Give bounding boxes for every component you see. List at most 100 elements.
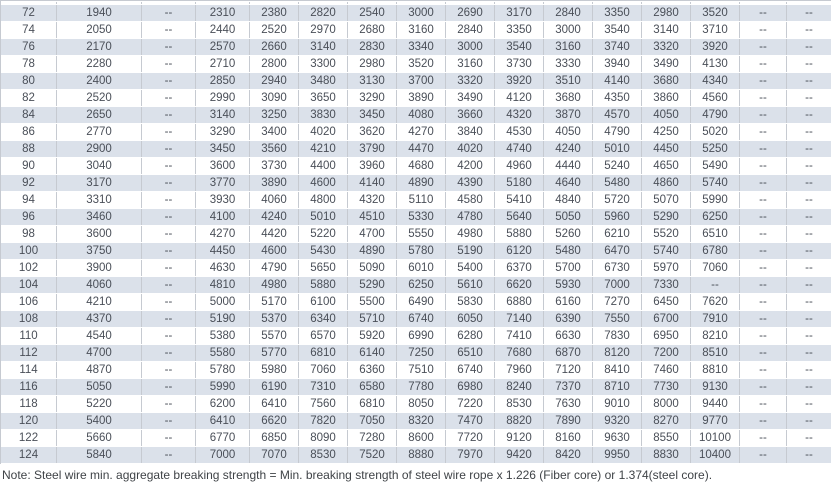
table-cell: 9320 bbox=[593, 413, 642, 429]
table-row: 110 4540 -- 5380 5570 6570 5920 6990 6280 7410 663… bbox=[1, 328, 831, 344]
table-cell: -- bbox=[787, 277, 831, 293]
table-cell: 3490 bbox=[642, 56, 691, 72]
table-cell: 86 bbox=[1, 124, 57, 140]
table-cell: -- bbox=[740, 192, 787, 208]
table-cell: 4640 bbox=[544, 175, 593, 191]
table-cell: 4630 bbox=[196, 260, 250, 276]
table-row: 82 2520 -- 2990 3090 3650 3290 3890 3490 4120 3680… bbox=[1, 90, 831, 106]
table-cell: 6850 bbox=[250, 430, 299, 446]
table-cell: 4250 bbox=[642, 124, 691, 140]
table-cell: 3920 bbox=[691, 39, 740, 55]
table-cell: 3650 bbox=[299, 90, 348, 106]
table-cell: 102 bbox=[1, 260, 57, 276]
table-cell: 6870 bbox=[544, 345, 593, 361]
table-cell: 7140 bbox=[495, 311, 544, 327]
table-cell: -- bbox=[787, 192, 831, 208]
clipped-row-top bbox=[1, 2, 831, 4]
clipped-cell bbox=[740, 2, 787, 4]
table-cell: 3660 bbox=[446, 107, 495, 123]
table-cell: 90 bbox=[1, 158, 57, 174]
table-cell: -- bbox=[740, 362, 787, 378]
table-cell: 10400 bbox=[691, 447, 740, 463]
table-cell: 5500 bbox=[348, 294, 397, 310]
table-cell: 3740 bbox=[593, 39, 642, 55]
table-cell: 6780 bbox=[691, 243, 740, 259]
clipped-cell bbox=[787, 2, 831, 4]
table-cell: 74 bbox=[1, 22, 57, 38]
table-cell: 7830 bbox=[593, 328, 642, 344]
table-cell: 4570 bbox=[593, 107, 642, 123]
table-cell: 4840 bbox=[544, 192, 593, 208]
table-cell: 3770 bbox=[196, 175, 250, 191]
table-cell: 8530 bbox=[299, 447, 348, 463]
table-cell: 3140 bbox=[642, 22, 691, 38]
table-cell: 7630 bbox=[544, 396, 593, 412]
table-cell: 4320 bbox=[348, 192, 397, 208]
table-cell: 8710 bbox=[593, 379, 642, 395]
table-cell: -- bbox=[740, 56, 787, 72]
table-cell: 94 bbox=[1, 192, 57, 208]
table-cell: 6370 bbox=[495, 260, 544, 276]
table-cell: 5520 bbox=[642, 226, 691, 242]
table-cell: 3170 bbox=[57, 175, 142, 191]
table-cell: 7960 bbox=[495, 362, 544, 378]
table-cell: -- bbox=[142, 396, 196, 412]
table-cell: 6470 bbox=[593, 243, 642, 259]
table-cell: 5490 bbox=[691, 158, 740, 174]
table-cell: 1940 bbox=[57, 5, 142, 21]
table-cell: 7560 bbox=[299, 396, 348, 412]
table-cell: -- bbox=[142, 124, 196, 140]
table-cell: -- bbox=[787, 294, 831, 310]
table-cell: 2990 bbox=[196, 90, 250, 106]
table-cell: 2310 bbox=[196, 5, 250, 21]
table-cell: 5090 bbox=[348, 260, 397, 276]
table-cell: 4270 bbox=[397, 124, 446, 140]
table-cell: 6510 bbox=[691, 226, 740, 242]
table-cell: 6250 bbox=[691, 209, 740, 225]
table-cell: 7410 bbox=[495, 328, 544, 344]
table-cell: 4130 bbox=[691, 56, 740, 72]
table-cell: -- bbox=[740, 107, 787, 123]
clipped-cell bbox=[691, 2, 740, 4]
table-cell: 3490 bbox=[446, 90, 495, 106]
table-cell: 5740 bbox=[691, 175, 740, 191]
table-cell: 4680 bbox=[397, 158, 446, 174]
table-cell: 5220 bbox=[57, 396, 142, 412]
table-cell: 96 bbox=[1, 209, 57, 225]
table-cell: 2050 bbox=[57, 22, 142, 38]
table-cell: 2710 bbox=[196, 56, 250, 72]
table-cell: 3290 bbox=[196, 124, 250, 140]
table-cell: 9010 bbox=[593, 396, 642, 412]
table-cell: -- bbox=[142, 311, 196, 327]
table-cell: 80 bbox=[1, 73, 57, 89]
table-cell: 7280 bbox=[348, 430, 397, 446]
table-cell: 8090 bbox=[299, 430, 348, 446]
table-cell: 3790 bbox=[348, 141, 397, 157]
table-row: 94 3310 -- 3930 4060 4800 4320 5110 4580 5410 4840… bbox=[1, 192, 831, 208]
table-cell: 98 bbox=[1, 226, 57, 242]
table-cell: 5480 bbox=[544, 243, 593, 259]
table-cell: -- bbox=[787, 5, 831, 21]
clipped-cell bbox=[1, 2, 57, 4]
clipped-cell bbox=[250, 2, 299, 4]
table-cell: 2900 bbox=[57, 141, 142, 157]
table-cell: 3680 bbox=[642, 73, 691, 89]
table-cell: -- bbox=[142, 192, 196, 208]
table-note: Note: Steel wire min. aggregate breaking… bbox=[0, 464, 831, 482]
table-cell: -- bbox=[142, 260, 196, 276]
table-cell: 3890 bbox=[397, 90, 446, 106]
table-cell: 4420 bbox=[250, 226, 299, 242]
table-cell: 4060 bbox=[250, 192, 299, 208]
table-cell: -- bbox=[787, 141, 831, 157]
table-cell: -- bbox=[142, 5, 196, 21]
table-cell: -- bbox=[787, 260, 831, 276]
table-cell: 3960 bbox=[348, 158, 397, 174]
table-cell: 6980 bbox=[446, 379, 495, 395]
table-cell: 7070 bbox=[250, 447, 299, 463]
table-cell: 5970 bbox=[642, 260, 691, 276]
table-cell: 8820 bbox=[495, 413, 544, 429]
table-cell: -- bbox=[787, 328, 831, 344]
table-cell: 4050 bbox=[544, 124, 593, 140]
table-cell: 4790 bbox=[593, 124, 642, 140]
table-cell: 4650 bbox=[642, 158, 691, 174]
